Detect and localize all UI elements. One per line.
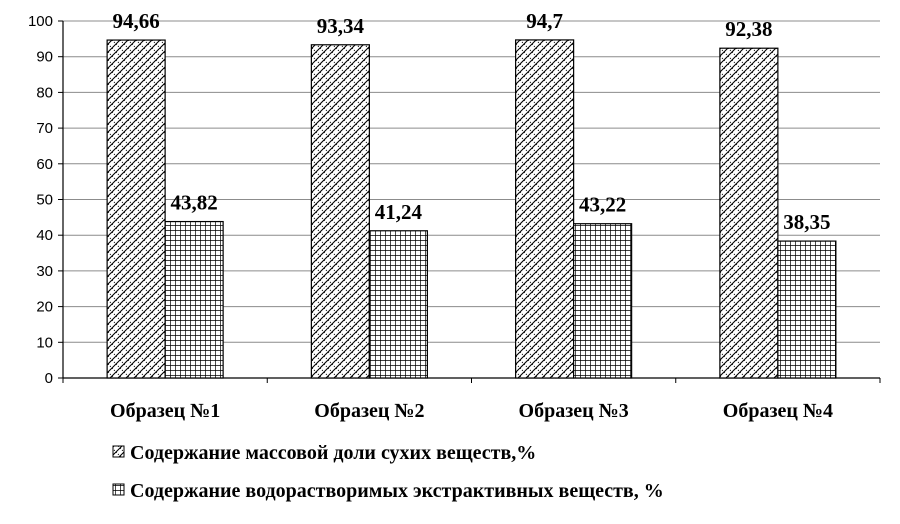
y-tick-label: 40 <box>36 227 53 244</box>
data-label-series-2: 43,82 <box>171 191 218 215</box>
y-tick-label: 50 <box>36 192 53 209</box>
data-label-series-2: 41,24 <box>375 200 423 224</box>
y-tick-label: 10 <box>36 334 53 351</box>
bar-series-1 <box>310 44 370 379</box>
y-tick-label: 70 <box>36 120 53 137</box>
y-tick-label: 100 <box>28 13 53 30</box>
y-tick-label: 60 <box>36 156 53 173</box>
legend: Содержание массовой доли сухих веществ,%… <box>112 442 664 502</box>
bar-series-1 <box>719 47 779 379</box>
bar-series-2 <box>368 230 428 379</box>
x-tick-label: Образец №3 <box>519 400 629 422</box>
data-label-series-1: 94,7 <box>526 9 563 33</box>
legend-swatch-series-1 <box>112 445 125 458</box>
bar-series-2 <box>164 220 224 379</box>
data-label-series-2: 38,35 <box>783 210 830 234</box>
y-tick-label: 30 <box>36 263 53 280</box>
bar-series-1 <box>106 39 166 379</box>
data-label-series-2: 43,22 <box>579 193 626 217</box>
x-tick-label: Образец №4 <box>723 400 833 422</box>
data-label-series-1: 94,66 <box>113 9 160 33</box>
y-tick-label: 0 <box>45 370 53 387</box>
axes: 0 10 20 30 40 50 60 70 80 90 100 Образец №1 Образец … <box>28 13 881 422</box>
legend-label-series-2: Содержание водорастворимых экстрактивных… <box>130 480 664 502</box>
y-tick-label: 20 <box>36 299 53 316</box>
bar-series-2 <box>777 240 837 379</box>
data-label-series-1: 93,34 <box>317 14 365 38</box>
data-labels: 94,66 43,82 93,34 41,24 94,7 43,22 92,38 38,35 <box>113 9 831 234</box>
x-tick-label: Образец №2 <box>314 400 424 422</box>
legend-label-series-1: Содержание массовой доли сухих веществ,% <box>130 442 536 464</box>
bars <box>106 39 837 379</box>
legend-swatch-series-2 <box>112 483 125 496</box>
bar-series-2 <box>573 223 633 379</box>
data-label-series-1: 92,38 <box>725 17 772 41</box>
y-tick-label: 90 <box>36 49 53 66</box>
bar-series-1 <box>515 39 575 379</box>
x-tick-label: Образец №1 <box>110 400 220 422</box>
y-tick-label: 80 <box>36 84 53 101</box>
